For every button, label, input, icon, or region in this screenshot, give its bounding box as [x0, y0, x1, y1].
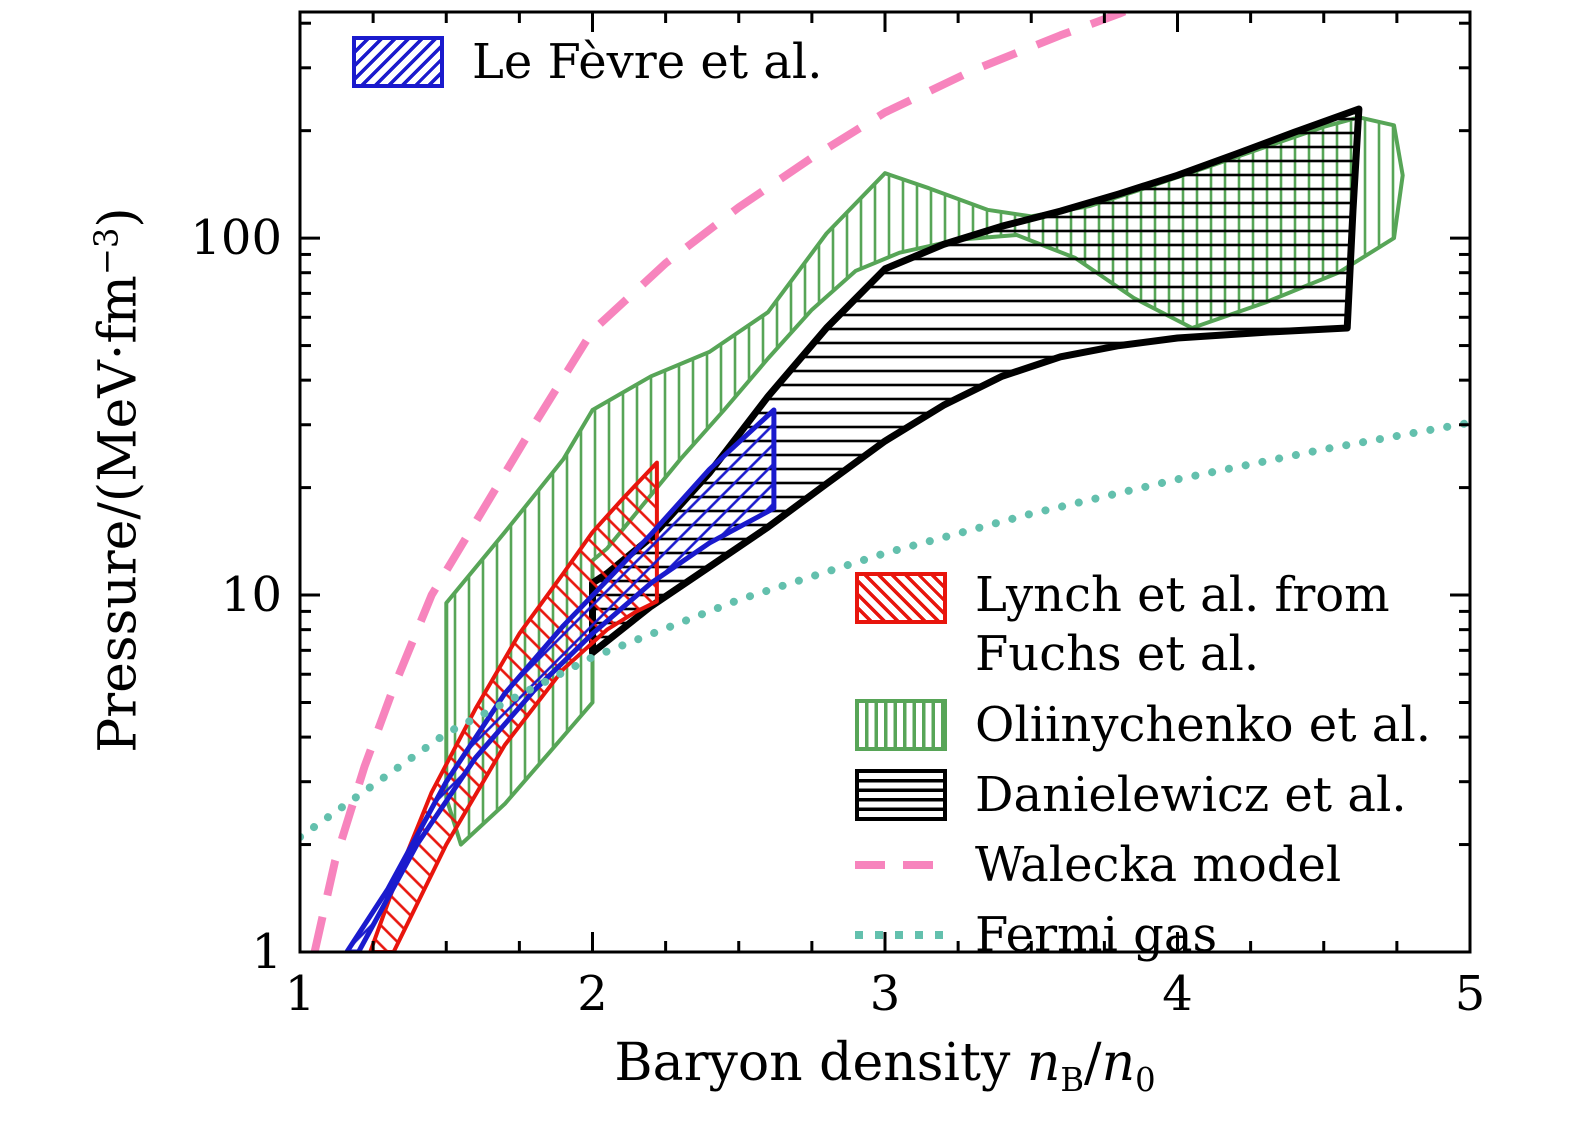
y-tick-label: 10	[221, 567, 282, 623]
danielewicz-label: Danielewicz et al.	[975, 767, 1407, 824]
legend-item-oliinychenko: Oliinychenko et al.	[855, 697, 1431, 753]
y-label-suffix: )	[88, 207, 149, 228]
legend-item-danielewicz: Danielewicz et al.	[855, 767, 1431, 823]
lynch-label: Lynch et al. from Fuchs et al.	[975, 566, 1390, 683]
y-label-text: Pressure/(MeV·fm	[88, 275, 149, 753]
x-label-sub1: B	[1060, 1061, 1085, 1100]
lynch-label-line1: Lynch et al. from	[975, 567, 1390, 623]
x-tick-label: 2	[577, 966, 608, 1022]
x-label-var2: n	[1101, 1032, 1136, 1093]
legend-item-walecka: Walecka model	[855, 837, 1431, 893]
danielewicz-swatch	[855, 769, 947, 822]
x-label-text: Baryon density	[614, 1032, 1027, 1093]
lefevre-label: Le Fèvre et al.	[472, 34, 823, 90]
x-axis-label: Baryon density nB/n0	[614, 1033, 1155, 1099]
x-label-var1: n	[1026, 1032, 1061, 1093]
x-label-sep: /	[1084, 1032, 1102, 1093]
walecka-label: Walecka model	[975, 837, 1342, 894]
x-tick-label: 3	[870, 966, 901, 1022]
plot-content	[300, 12, 1470, 952]
walecka-line-sample	[855, 861, 947, 870]
band-danielewicz	[589, 105, 1363, 657]
curve-walecka	[310, 12, 1134, 952]
oliinychenko-swatch	[855, 699, 947, 752]
x-tick-label: 1	[285, 966, 316, 1022]
fermi-line-sample	[855, 931, 947, 940]
lefevre-swatch	[352, 36, 444, 88]
x-tick-label: 5	[1455, 966, 1486, 1022]
y-tick-label: 1	[251, 924, 282, 980]
legend-item-lynch: Lynch et al. from Fuchs et al.	[855, 566, 1431, 683]
oliinychenko-label: Oliinychenko et al.	[975, 697, 1431, 754]
legend-lefevre: Le Fèvre et al.	[352, 34, 823, 90]
x-label-sub2: 0	[1135, 1061, 1156, 1100]
x-tick-label: 4	[1162, 966, 1193, 1022]
lynch-label-line2: Fuchs et al.	[975, 625, 1260, 682]
band-lefevre	[344, 407, 777, 952]
y-tick-label: 100	[190, 210, 282, 266]
legend-item-fermi: Fermi gas	[855, 907, 1431, 963]
y-axis-label: Pressure/(MeV·fm−3)	[87, 207, 148, 752]
y-label-exponent: −3	[87, 227, 126, 276]
fermi-label: Fermi gas	[975, 907, 1218, 964]
lynch-swatch	[855, 572, 947, 624]
legend-main: Lynch et al. from Fuchs et al. Oliinyche…	[855, 566, 1431, 963]
